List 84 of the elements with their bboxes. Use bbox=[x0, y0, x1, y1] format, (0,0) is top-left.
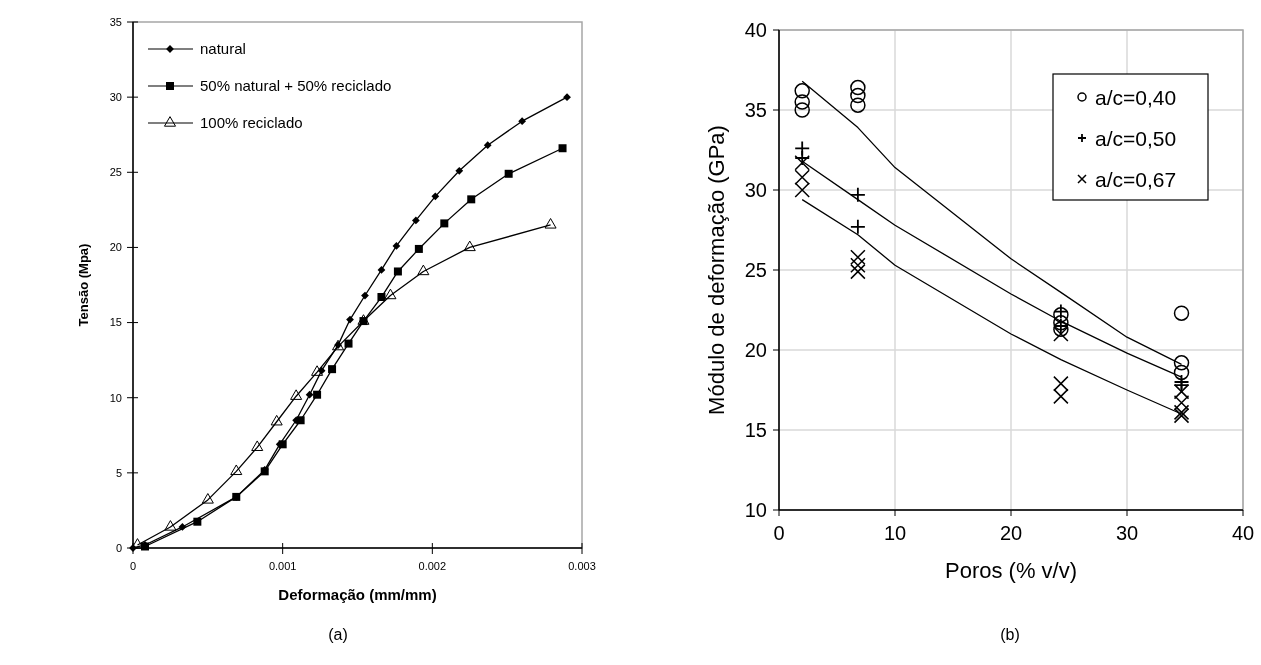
y-tick-label: 15 bbox=[109, 316, 122, 329]
point bbox=[414, 244, 423, 253]
point bbox=[794, 94, 810, 110]
point bbox=[417, 264, 430, 276]
y-tick-label: 15 bbox=[744, 419, 767, 441]
point bbox=[504, 169, 513, 178]
y-tick-label: 20 bbox=[744, 339, 767, 361]
point bbox=[392, 242, 401, 250]
point bbox=[850, 97, 866, 113]
y-tick-label: 5 bbox=[115, 466, 122, 479]
point bbox=[1053, 307, 1069, 323]
legend-label: natural bbox=[200, 40, 246, 57]
point bbox=[467, 195, 476, 204]
text: (b) bbox=[1000, 626, 1020, 643]
point bbox=[850, 87, 866, 104]
legend-label: a/c=0,50 bbox=[1095, 127, 1177, 150]
point bbox=[850, 79, 866, 96]
point bbox=[558, 144, 567, 153]
x-tick-label: 10 bbox=[883, 522, 907, 544]
point bbox=[328, 365, 337, 374]
y-axis-title: Módulo de deformação (GPa) bbox=[704, 125, 729, 415]
x-axis-title: Deformação (mm/mm) bbox=[278, 586, 437, 603]
point bbox=[311, 365, 324, 376]
point bbox=[794, 102, 810, 118]
x-tick-label: 20 bbox=[999, 522, 1023, 544]
point bbox=[455, 166, 464, 175]
legend-label: a/c=0,67 bbox=[1095, 168, 1177, 191]
point bbox=[794, 83, 810, 99]
point bbox=[346, 315, 354, 324]
point bbox=[1173, 364, 1190, 381]
point bbox=[440, 219, 449, 228]
x-tick-label: 0.003 bbox=[568, 560, 596, 572]
point bbox=[178, 523, 187, 531]
point bbox=[849, 186, 866, 203]
point bbox=[1173, 305, 1190, 321]
legend-label: a/c=0,40 bbox=[1095, 86, 1177, 109]
point bbox=[1173, 355, 1190, 371]
y-tick-label: 25 bbox=[109, 166, 122, 179]
point bbox=[849, 218, 866, 235]
point bbox=[518, 117, 527, 126]
x-axis-title: Poros (% v/v) bbox=[944, 558, 1078, 583]
point bbox=[251, 440, 264, 451]
point bbox=[201, 493, 214, 504]
point bbox=[431, 192, 440, 201]
y-tick-label: 35 bbox=[109, 15, 122, 28]
point bbox=[164, 520, 177, 531]
point bbox=[463, 240, 476, 252]
x-tick-label: 0 bbox=[129, 560, 137, 572]
y-tick-label: 35 bbox=[744, 99, 767, 121]
point bbox=[344, 339, 353, 348]
y-tick-label: 40 bbox=[744, 19, 767, 41]
x-tick-label: 0.002 bbox=[418, 560, 447, 572]
y-tick-label: 10 bbox=[744, 499, 767, 521]
point bbox=[230, 464, 243, 476]
y-axis-title: Tensão (Mpa) bbox=[76, 243, 91, 327]
text: (a) bbox=[328, 626, 348, 643]
y-tick-label: 30 bbox=[744, 179, 767, 201]
point bbox=[393, 267, 402, 276]
point bbox=[305, 390, 314, 399]
legend-label: 100% reciclado bbox=[200, 114, 303, 131]
point bbox=[563, 93, 571, 102]
point bbox=[377, 293, 386, 302]
x-tick-label: 30 bbox=[1115, 522, 1139, 544]
y-tick-label: 30 bbox=[109, 90, 122, 103]
point bbox=[377, 266, 386, 274]
x-tick-label: 0.001 bbox=[268, 560, 297, 572]
point bbox=[411, 216, 420, 225]
y-tick-label: 25 bbox=[744, 259, 767, 281]
point bbox=[290, 389, 303, 400]
y-tick-label: 20 bbox=[109, 241, 122, 254]
point bbox=[850, 257, 866, 273]
x-tick-label: 40 bbox=[1231, 522, 1255, 544]
point bbox=[1052, 303, 1069, 320]
y-tick-label: 10 bbox=[109, 391, 122, 404]
y-tick-label: 0 bbox=[115, 541, 122, 554]
point bbox=[361, 291, 369, 300]
point bbox=[544, 218, 557, 229]
point bbox=[317, 366, 326, 375]
point bbox=[483, 141, 492, 150]
legend-label: 50% natural + 50% reciclado bbox=[200, 77, 392, 94]
point bbox=[384, 288, 397, 300]
point bbox=[270, 414, 283, 426]
x-tick-label: 0 bbox=[773, 522, 785, 544]
point bbox=[313, 390, 322, 399]
